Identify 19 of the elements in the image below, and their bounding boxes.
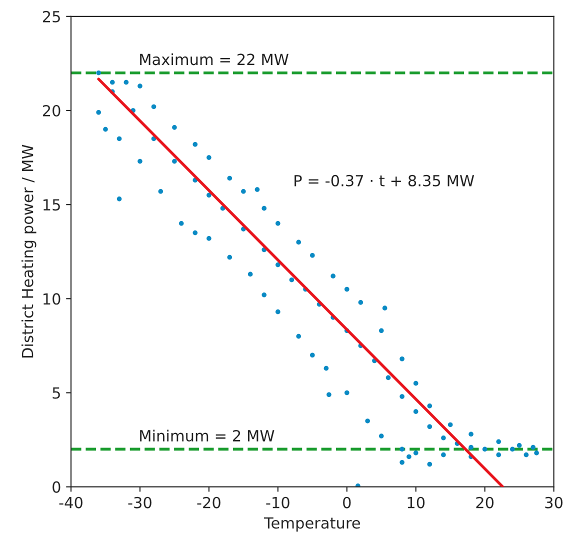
- y-tick-label: 20: [42, 104, 60, 117]
- x-axis-title: Temperature: [264, 517, 360, 532]
- y-tick-label: 10: [44, 293, 60, 305]
- annotation: P = -0.37 · t + 8.35 MW: [294, 174, 474, 186]
- x-tick-label: -40: [59, 496, 82, 508]
- y-tick-label: 25: [42, 10, 60, 22]
- y-tick-label: 5: [52, 387, 60, 399]
- x-tick-label: -10: [266, 496, 290, 508]
- x-tick-label: -30: [128, 496, 152, 508]
- x-tick-label: 0: [343, 496, 351, 508]
- y-axis-title: District Heating power / MW: [21, 144, 36, 358]
- ref-line-label: Maximum = 22 MW: [140, 53, 288, 66]
- y-tick-label: 15: [44, 199, 60, 211]
- x-tick-label: 20: [476, 496, 494, 508]
- x-tick-label: 30: [545, 496, 563, 508]
- ref-line-label: Minimum = 2 MW: [140, 430, 274, 442]
- x-tick-label: -20: [197, 496, 220, 508]
- y-tick-label: 0: [52, 481, 60, 493]
- x-tick-label: 10: [408, 496, 425, 508]
